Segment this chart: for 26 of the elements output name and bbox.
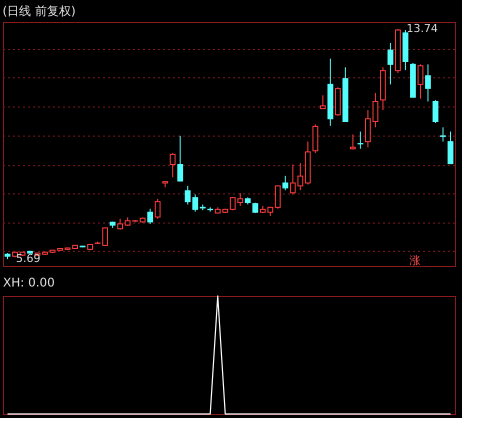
candlestick xyxy=(274,184,281,210)
candlestick xyxy=(147,208,154,224)
annotation: 5.69 xyxy=(16,252,41,266)
candlestick xyxy=(357,131,364,150)
candlestick xyxy=(425,64,431,102)
candlestick xyxy=(290,164,296,195)
candlestick xyxy=(418,64,424,100)
candlestick xyxy=(320,94,326,110)
candlestick xyxy=(170,152,176,178)
candlestick xyxy=(388,42,394,85)
chart-title: (日线 前复权) xyxy=(2,4,76,18)
annotation: 涨 xyxy=(410,254,420,267)
candlestick xyxy=(350,134,356,150)
candlestick xyxy=(154,198,161,220)
candlestick xyxy=(237,192,244,206)
candlestick xyxy=(440,126,446,142)
chart-title: XH: 0.00 xyxy=(3,275,55,290)
candlestick xyxy=(448,131,454,164)
candlestick xyxy=(432,100,438,124)
candlestick xyxy=(282,175,288,191)
candlestick xyxy=(297,162,304,191)
candlestick xyxy=(177,135,184,182)
annotation: 13.74 xyxy=(406,22,438,35)
candlestick xyxy=(192,194,198,212)
candlestick xyxy=(230,196,236,211)
candlestick xyxy=(184,185,191,205)
